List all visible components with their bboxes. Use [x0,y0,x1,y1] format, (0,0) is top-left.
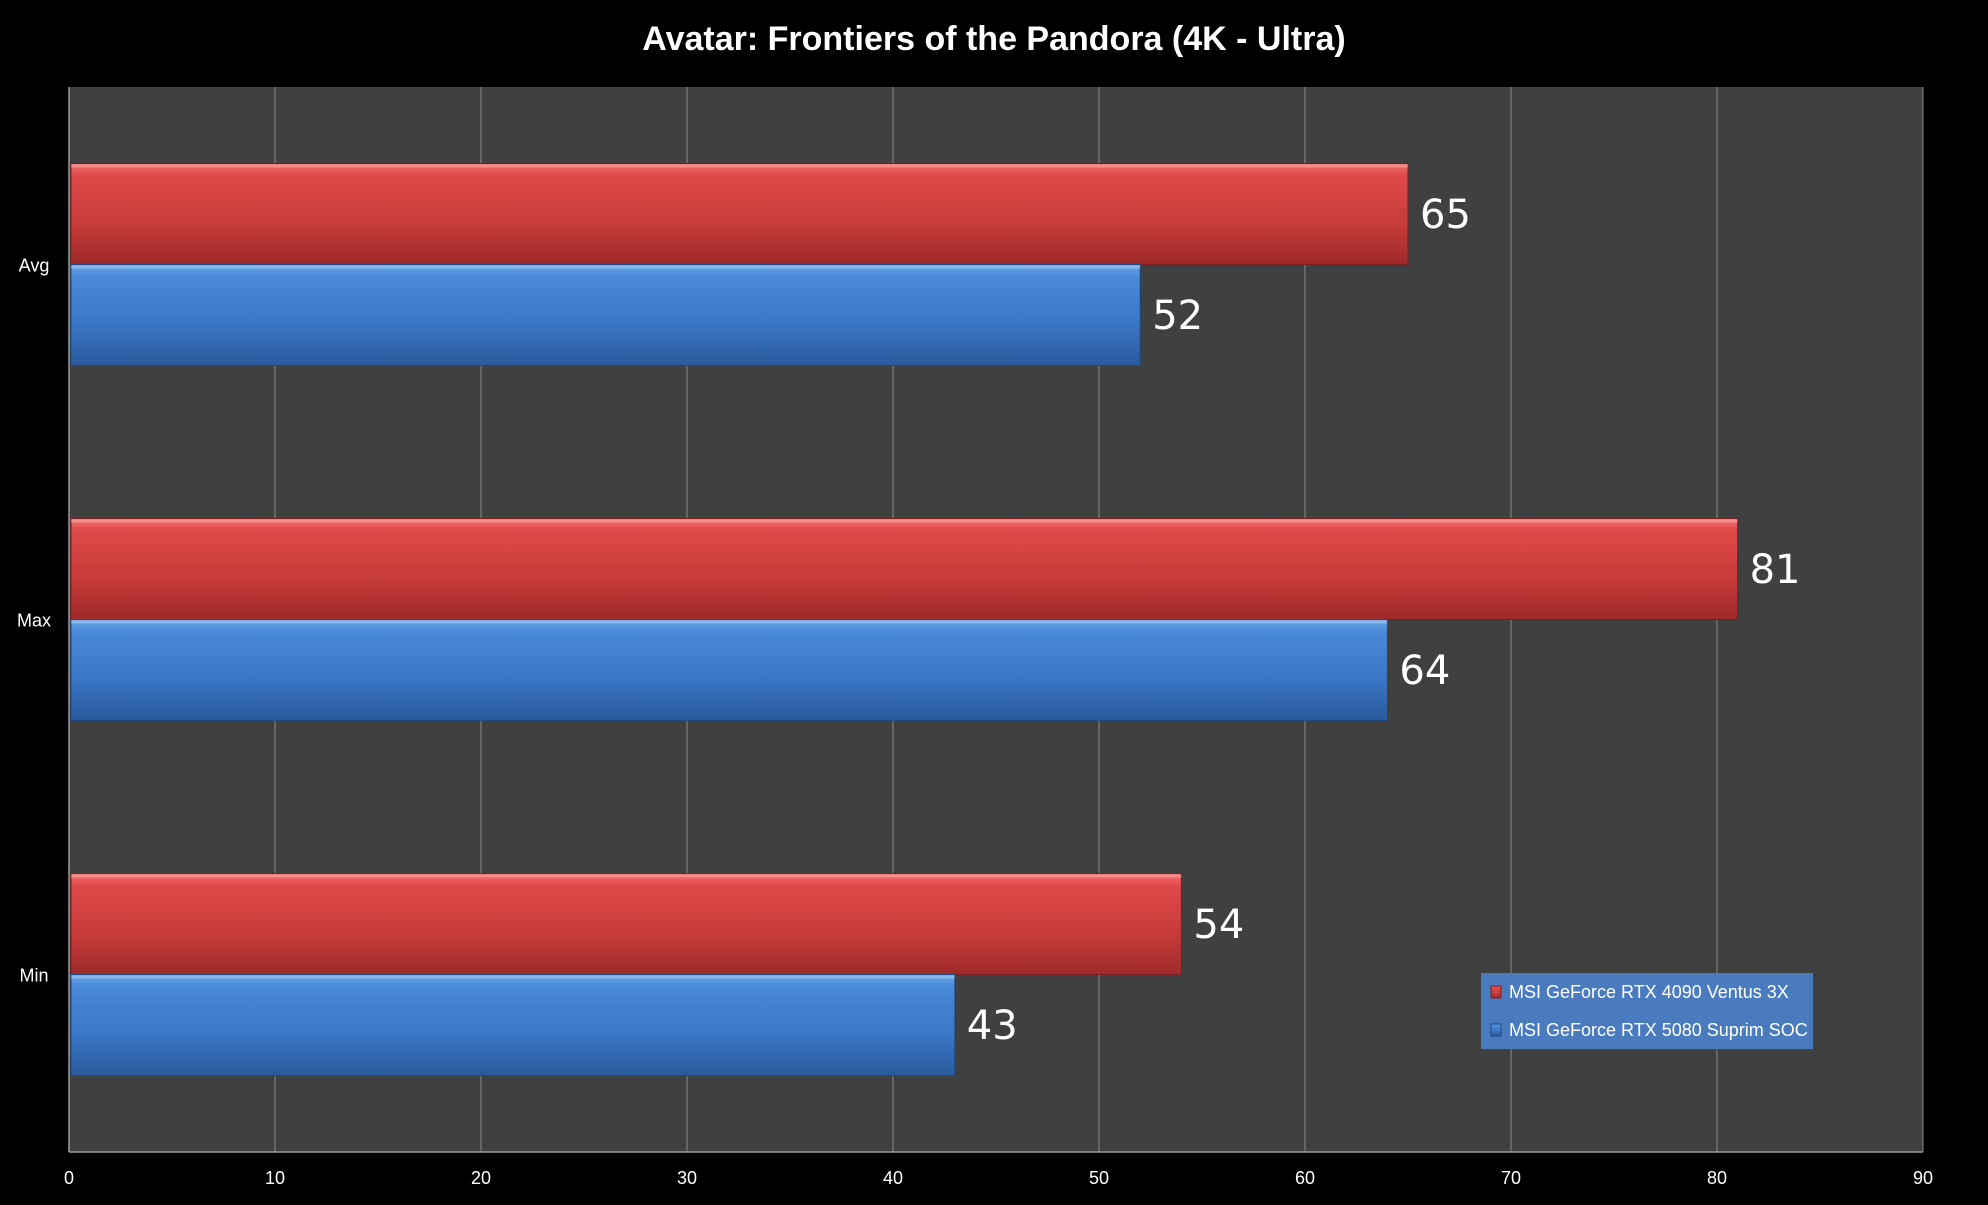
bar [70,619,1388,721]
legend-swatch [1490,985,1502,999]
x-tick-label: 50 [1089,1168,1109,1188]
bars [70,163,1739,1076]
x-tick-label: 70 [1501,1168,1521,1188]
legend-box [1481,973,1813,1049]
bar [70,873,1182,975]
data-label: 65 [1420,192,1471,238]
data-label: 54 [1193,902,1244,948]
category-label: Max [17,611,51,631]
bar-highlight [71,265,1141,269]
bar [70,974,956,1076]
legend: MSI GeForce RTX 4090 Ventus 3X MSI GeForc… [1481,973,1813,1049]
bar-highlight [71,975,955,979]
x-tick-label: 90 [1913,1168,1933,1188]
legend-label: MSI GeForce RTX 4090 Ventus 3X [1509,982,1789,1002]
axes: 0 10 20 30 40 50 60 70 80 90 Avg Max Min [17,87,1933,1188]
bar [70,264,1141,366]
data-label: 43 [967,1003,1018,1049]
x-tick-label: 60 [1295,1168,1315,1188]
data-label: 52 [1152,293,1203,339]
chart-title: Avatar: Frontiers of the Pandora (4K - U… [642,20,1345,58]
x-tick-label: 40 [883,1168,903,1188]
x-tick-label: 80 [1707,1168,1727,1188]
legend-label: MSI GeForce RTX 5080 Suprim SOC [1509,1020,1808,1040]
x-tick-label: 30 [677,1168,697,1188]
data-label: 81 [1750,547,1801,593]
x-tick-label: 0 [64,1168,74,1188]
legend-swatch [1490,1023,1502,1037]
bar-highlight [71,874,1182,878]
data-label: 64 [1399,648,1450,694]
bar [70,518,1739,620]
data-labels: 65 52 81 64 54 43 [967,192,1801,1049]
bar-highlight [71,164,1408,168]
category-label: Min [19,966,48,986]
bar-highlight [71,519,1738,523]
x-tick-label: 20 [471,1168,491,1188]
category-label: Avg [19,256,50,276]
bar [70,163,1409,265]
bar-highlight [71,620,1388,624]
x-tick-label: 10 [265,1168,285,1188]
